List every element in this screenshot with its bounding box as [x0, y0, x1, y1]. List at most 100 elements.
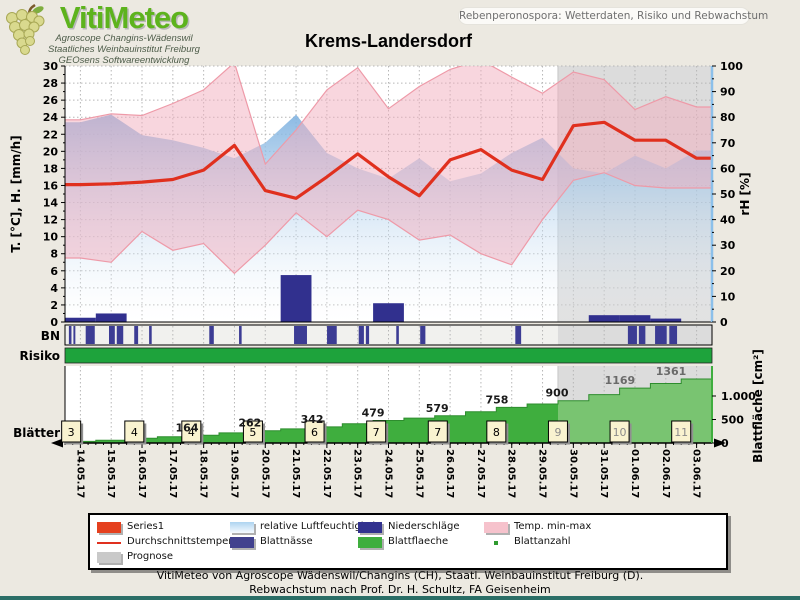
svg-text:7: 7 — [373, 426, 380, 439]
date-label: 24.05.17 — [383, 449, 394, 498]
logo-title: VitiMeteo — [59, 0, 189, 35]
main-series — [65, 66, 712, 322]
leaf-axis-ticks: 0 500 1.000 — [712, 390, 756, 450]
svg-text:18: 18 — [43, 162, 58, 175]
weather-risk-chart: 0246810121416182022242628300102030405060… — [9, 60, 765, 498]
leaf-area-value: 1169 — [605, 374, 636, 387]
page-title: Krems-Landersdorf — [304, 31, 473, 51]
date-label: 30.05.17 — [567, 449, 578, 498]
legend-box: Series1 relative Luftfeuchtigkeit Niedersc… — [88, 513, 728, 570]
date-label: 03.06.17 — [691, 449, 702, 498]
legend-label: Niederschläge — [388, 521, 460, 532]
svg-text:10: 10 — [613, 426, 627, 439]
date-label: 29.05.17 — [537, 449, 548, 498]
footer-line-1: VitiMeteo von Agroscope Wädenswil/Changi… — [156, 569, 644, 582]
leaf-area-value: 262 — [238, 417, 261, 430]
bn-row-frame — [64, 324, 713, 346]
date-label: 19.05.17 — [228, 449, 239, 498]
bottom-accent-bar — [0, 596, 800, 600]
date-label: 26.05.17 — [444, 449, 455, 498]
legend-swatch-minmax — [484, 522, 508, 533]
legend-label: Blattnässe — [260, 536, 313, 547]
bn-bars — [68, 326, 678, 344]
date-label: 02.06.17 — [660, 449, 671, 498]
leaf-count-box — [304, 420, 325, 443]
svg-text:30: 30 — [720, 239, 736, 252]
leaf-area-value: 758 — [485, 393, 508, 406]
svg-text:8: 8 — [493, 426, 500, 439]
logo-subtitle-1: Agroscope Changins-Wädenswil — [55, 33, 193, 44]
temp-minmax-band — [65, 66, 712, 274]
svg-text:80: 80 — [720, 111, 736, 124]
svg-text:4: 4 — [50, 282, 58, 295]
legend-swatch-wetness — [230, 537, 254, 548]
svg-text:6: 6 — [50, 265, 58, 278]
leaf-area-value: 900 — [546, 387, 569, 400]
precip-bars — [65, 275, 682, 322]
svg-text:500: 500 — [721, 414, 744, 427]
svg-text:0: 0 — [721, 437, 729, 450]
chart-layers: 0246810121416182022242628300102030405060… — [43, 60, 756, 498]
leaf-area-value: 479 — [362, 406, 385, 419]
leaf-count-box — [671, 420, 692, 443]
legend-swatch-precip — [358, 522, 382, 533]
leaf-count-box — [124, 420, 145, 443]
legend-label: Blattflaeche — [388, 536, 449, 547]
svg-text:3: 3 — [68, 426, 75, 439]
vitimeteo-logo: VitiMeteo Agroscope Changins-Wädenswil S… — [2, 0, 202, 66]
svg-text:26: 26 — [43, 94, 59, 107]
left-axis-title: T. [°C], H. [mm/h] — [9, 135, 23, 252]
leaf-count-box — [609, 420, 630, 443]
x-axis-left-arrow — [51, 438, 63, 448]
legend-label: relative Luftfeuchtigkeit — [260, 521, 380, 532]
date-label: 27.05.17 — [475, 449, 486, 498]
leaf-axis-title: Blattfläche [cm²] — [751, 349, 765, 463]
risk-band — [64, 347, 713, 364]
right-axis-ticks: 0 10 20 30 40 50 60 70 80 90 100 — [712, 60, 743, 329]
leaf-count-box — [181, 420, 202, 443]
svg-text:20: 20 — [43, 145, 59, 158]
right-axis-title: rH [%] — [738, 172, 752, 215]
svg-text:4: 4 — [131, 426, 138, 439]
footer-line-2: Rebwachstum nach Prof. Dr. H. Schultz, F… — [249, 583, 551, 596]
date-label: 20.05.17 — [259, 449, 270, 498]
svg-text:2: 2 — [50, 299, 58, 312]
leaf-count-box — [486, 420, 507, 443]
svg-text:9: 9 — [554, 426, 561, 439]
date-label: 18.05.17 — [198, 449, 209, 498]
date-label: 01.06.17 — [629, 449, 640, 498]
date-label: 23.05.17 — [352, 449, 363, 498]
leaf-area-value: 1361 — [656, 365, 687, 378]
temp-max-edge — [65, 66, 712, 166]
date-label: 31.05.17 — [598, 449, 609, 498]
svg-text:70: 70 — [720, 137, 736, 150]
legend-swatch-rh — [230, 522, 254, 533]
leaf-count-boxes: 3 4 4 5 6 7 7 8 9 10 11 — [61, 420, 694, 445]
svg-text:6: 6 — [311, 426, 318, 439]
svg-text:12: 12 — [43, 214, 58, 227]
leaf-area-value: 164 — [176, 421, 199, 434]
blaetter-row-label: Blätter — [13, 426, 60, 440]
svg-text:5: 5 — [249, 426, 256, 439]
svg-text:4: 4 — [188, 426, 195, 439]
svg-text:40: 40 — [720, 214, 736, 227]
leaf-count-box — [242, 420, 263, 443]
svg-text:10: 10 — [43, 231, 59, 244]
leaf-count-box — [427, 420, 448, 443]
svg-text:28: 28 — [43, 77, 58, 90]
date-label: 22.05.17 — [321, 449, 332, 498]
svg-text:0: 0 — [50, 316, 58, 329]
leaf-area-value-labels: 164 262 342 479 579 758 900 1169 1361 — [176, 365, 687, 434]
legend-label: Prognose — [127, 551, 174, 562]
legend-swatch-series1 — [97, 522, 121, 533]
legend-label: Series1 — [127, 521, 165, 532]
topic-pill: Rebenperonospora: Wetterdaten, Risiko un… — [458, 7, 768, 25]
svg-text:100: 100 — [720, 60, 743, 73]
date-label: 25.05.17 — [413, 449, 424, 498]
leaf-count-box — [547, 420, 568, 443]
svg-text:14: 14 — [43, 197, 59, 210]
svg-text:16: 16 — [43, 179, 59, 192]
logo-subtitle-2: Staatliches Weinbauinstitut Freiburg — [48, 44, 200, 55]
